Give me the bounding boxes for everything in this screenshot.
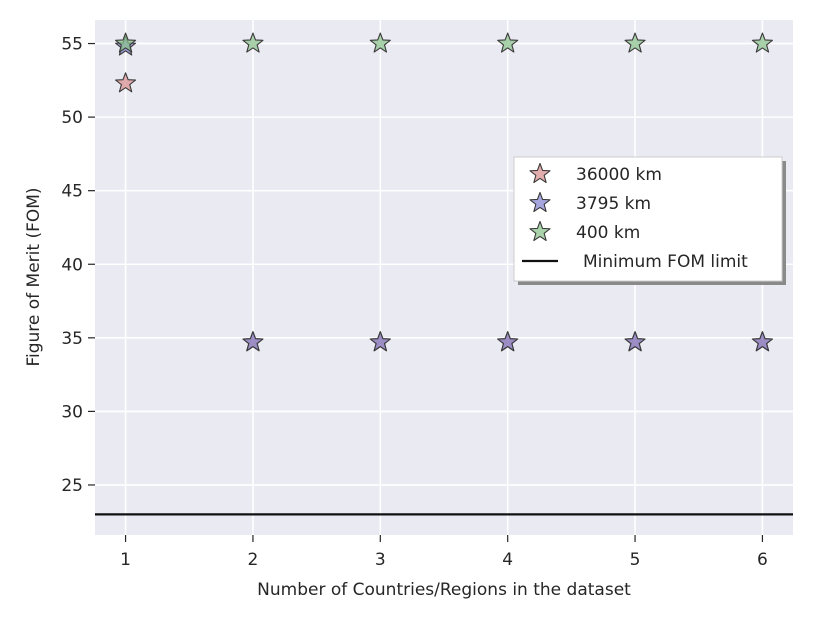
x-axis-title: Number of Countries/Regions in the datas…	[257, 580, 631, 600]
data-point-series-2	[242, 331, 264, 352]
legend: 36000 km 3795 km 400 km Minimum FOM limit	[513, 156, 786, 285]
legend-box	[513, 156, 783, 282]
x-tick-label: 4	[502, 550, 513, 570]
x-tick-label: 3	[375, 550, 386, 570]
y-tick-label: 25	[61, 476, 83, 496]
legend-star-icon	[529, 191, 551, 213]
x-tick-label: 5	[630, 550, 641, 570]
data-point-series-1	[115, 72, 137, 93]
y-tick-label: 35	[61, 329, 83, 349]
y-tick-label: 30	[61, 402, 83, 422]
data-point-series-3	[751, 32, 773, 53]
legend-label: Minimum FOM limit	[583, 252, 748, 272]
y-tick-label: 55	[61, 35, 83, 55]
data-point-series-3	[242, 32, 264, 53]
legend-label: 400 km	[576, 223, 640, 243]
legend-star-icon	[529, 220, 551, 242]
y-tick-label: 50	[61, 108, 83, 128]
y-axis-title: Figure of Merit (FOM)	[24, 187, 44, 366]
data-point-series-2	[624, 331, 646, 352]
data-point-series-2	[369, 331, 391, 352]
y-tick-label: 40	[61, 255, 83, 275]
x-tick-label: 6	[757, 550, 768, 570]
data-point-series-3	[115, 32, 137, 53]
data-point-series-2	[751, 331, 773, 352]
data-point-series-3	[497, 32, 519, 53]
data-points	[115, 32, 773, 352]
legend-label: 36000 km	[576, 165, 662, 185]
x-tick-label: 1	[120, 550, 131, 570]
data-point-series-3	[624, 32, 646, 53]
data-point-series-2	[497, 331, 519, 352]
legend-label: 3795 km	[576, 194, 651, 214]
data-point-series-3	[369, 32, 391, 53]
y-tick-label: 45	[61, 182, 83, 202]
legend-star-icon	[529, 162, 551, 184]
x-tick-label: 2	[248, 550, 259, 570]
